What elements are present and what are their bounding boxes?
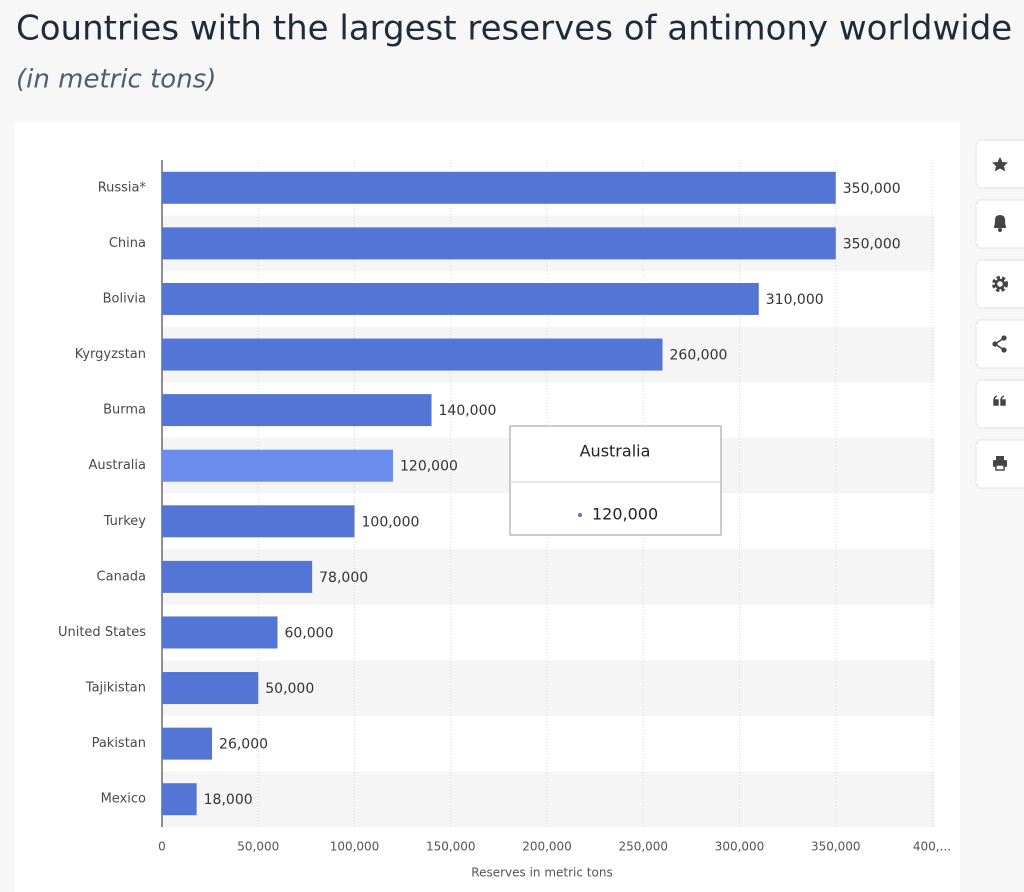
tooltip-box — [509, 425, 722, 536]
chart-title: Countries with the largest reserves of a… — [16, 9, 1024, 49]
print-button[interactable] — [975, 439, 1024, 489]
row-stripe — [162, 660, 935, 716]
x-tick-label: 50,000 — [237, 840, 279, 854]
bar — [162, 227, 836, 260]
y-tick-label: China — [109, 236, 146, 251]
bar — [162, 394, 432, 427]
tooltip-dot — [578, 513, 582, 517]
value-label: 60,000 — [285, 625, 334, 641]
value-label: 18,000 — [204, 792, 253, 808]
y-tick-label: Tajikistan — [85, 681, 146, 696]
value-label: 260,000 — [670, 348, 728, 364]
alert-button[interactable] — [975, 199, 1024, 249]
cite-button[interactable] — [975, 379, 1024, 429]
x-tick-label: 100,000 — [330, 840, 380, 854]
bar — [162, 672, 259, 705]
y-tick-label: Bolivia — [103, 291, 146, 306]
y-tick-label: Mexico — [101, 792, 146, 807]
x-axis-label: Reserves in metric tons — [471, 866, 612, 880]
tooltip-value: 120,000 — [592, 505, 658, 524]
bar — [162, 338, 663, 371]
y-tick-label: United States — [58, 625, 146, 640]
value-label: 26,000 — [219, 737, 268, 753]
x-tick-label: 350,000 — [811, 840, 861, 854]
x-tick-label: 0 — [158, 840, 166, 854]
value-label: 140,000 — [439, 403, 497, 419]
bar — [162, 616, 278, 649]
y-tick-label: Kyrgyzstan — [75, 347, 146, 362]
x-tick-label: 200,000 — [522, 840, 572, 854]
chart-subtitle: (in metric tons) — [16, 65, 216, 95]
bar — [162, 282, 759, 315]
favorite-button[interactable] — [975, 139, 1024, 189]
value-label: 78,000 — [319, 570, 368, 586]
bar — [162, 449, 393, 482]
y-tick-label: Pakistan — [92, 736, 146, 751]
y-tick-label: Burma — [103, 403, 146, 418]
bar — [162, 783, 197, 816]
x-tick-label: 300,000 — [715, 840, 765, 854]
bar — [162, 727, 213, 760]
bar — [162, 171, 836, 204]
x-tick-label: 150,000 — [426, 840, 476, 854]
value-label: 120,000 — [400, 459, 458, 475]
x-tick-label: 250,000 — [618, 840, 668, 854]
bar — [162, 505, 355, 538]
tooltip-title: Australia — [580, 442, 651, 461]
toolbar — [975, 139, 1024, 489]
y-tick-label: Russia* — [98, 180, 147, 195]
settings-button[interactable] — [975, 259, 1024, 309]
value-label: 50,000 — [265, 681, 314, 697]
bar — [162, 560, 313, 593]
x-tick-label: 400,... — [913, 840, 951, 854]
value-label: 310,000 — [766, 292, 824, 308]
y-tick-label: Turkey — [103, 514, 147, 529]
y-tick-label: Canada — [97, 569, 146, 584]
value-label: 350,000 — [843, 181, 901, 197]
value-label: 100,000 — [362, 514, 420, 530]
value-label: 350,000 — [843, 236, 901, 252]
y-tick-label: Australia — [88, 458, 146, 473]
tooltip: Australia 120,000 — [509, 425, 722, 536]
row-stripe — [162, 771, 935, 827]
share-button[interactable] — [975, 319, 1024, 369]
plot-area: 0 50,000 100,000 150,000 200,000 250,000 300,0… — [58, 160, 951, 880]
